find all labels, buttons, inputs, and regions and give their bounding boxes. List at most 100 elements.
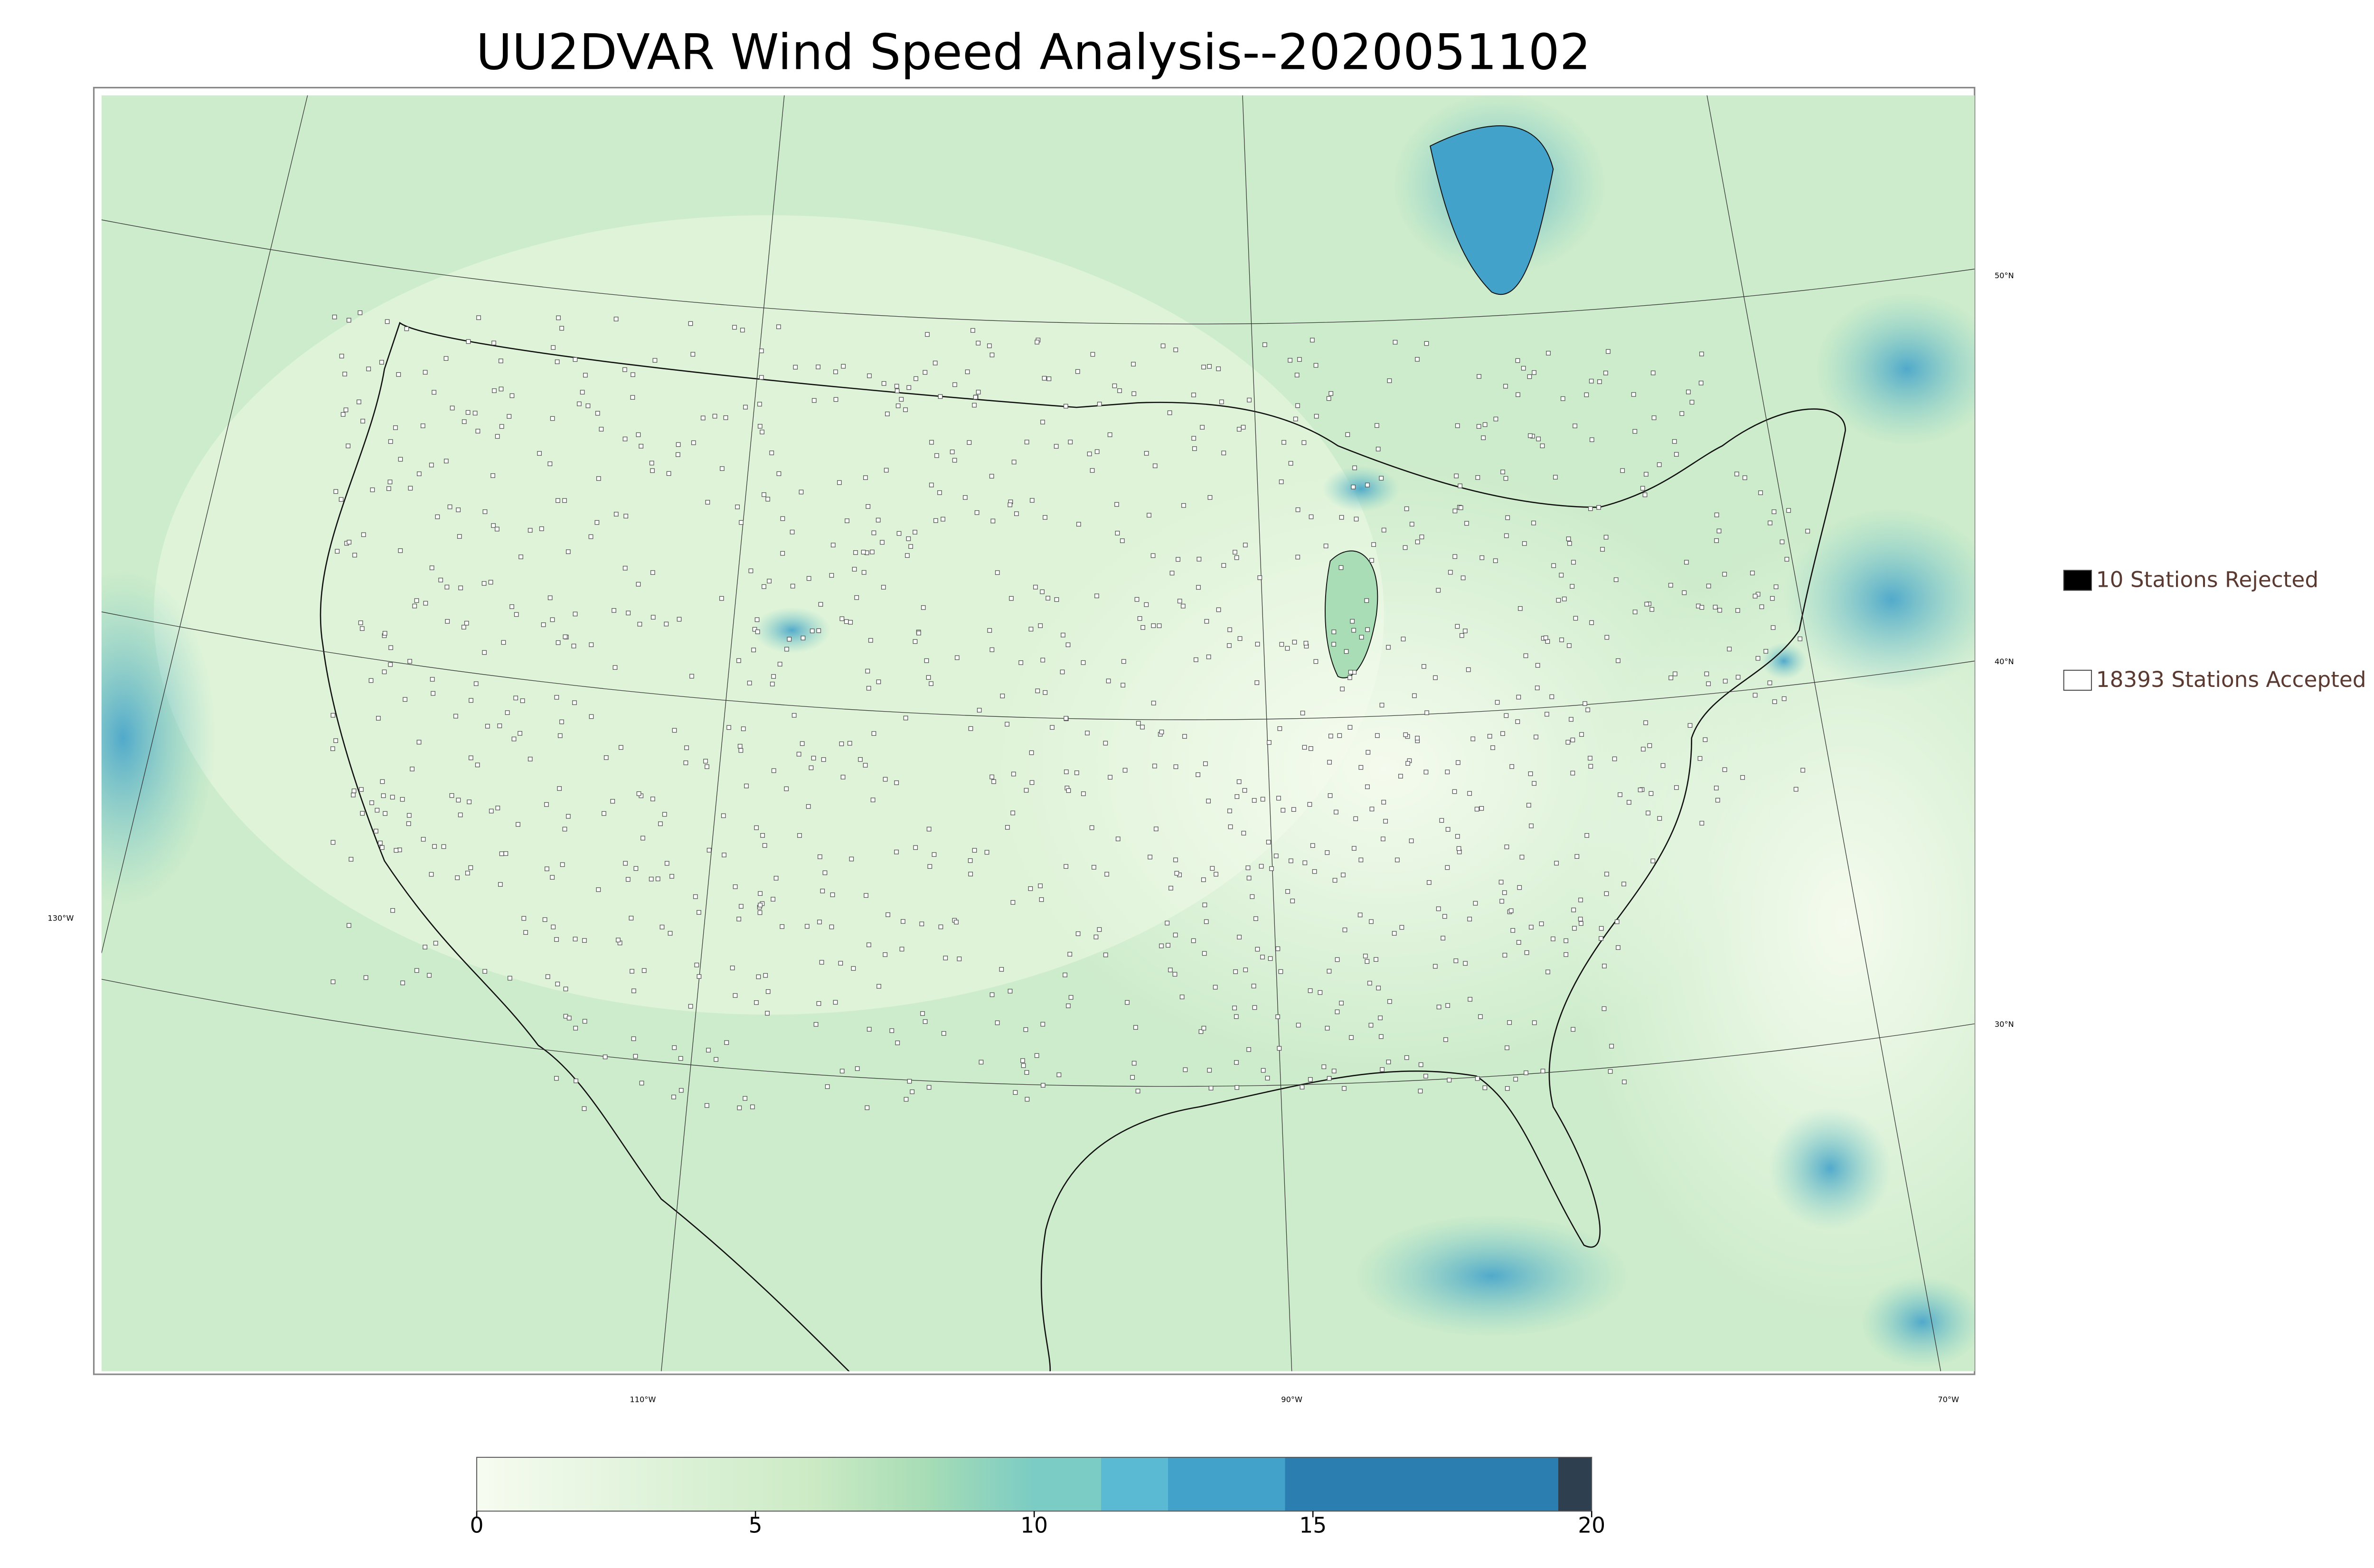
station xyxy=(809,765,814,770)
station xyxy=(970,328,975,333)
station xyxy=(1291,807,1296,812)
station xyxy=(385,319,390,324)
station xyxy=(423,370,428,375)
station xyxy=(1289,858,1293,864)
station xyxy=(610,799,615,804)
station xyxy=(1106,678,1111,684)
station xyxy=(1165,920,1170,926)
station xyxy=(1020,1058,1025,1063)
station xyxy=(333,738,339,743)
station xyxy=(1140,625,1145,630)
station xyxy=(1365,959,1370,964)
station xyxy=(1612,756,1617,761)
station xyxy=(883,952,888,957)
station xyxy=(1475,1076,1480,1081)
station xyxy=(1204,619,1209,624)
station xyxy=(1207,364,1212,369)
station xyxy=(443,459,449,464)
station xyxy=(1021,1063,1026,1068)
station xyxy=(1042,376,1047,381)
station xyxy=(1452,789,1457,794)
station xyxy=(870,798,876,802)
station xyxy=(721,813,726,818)
station xyxy=(406,813,412,818)
station xyxy=(1771,509,1777,514)
station xyxy=(1207,495,1213,500)
station xyxy=(895,403,901,408)
station xyxy=(1649,791,1654,796)
station xyxy=(1657,816,1662,821)
station xyxy=(1698,380,1704,385)
station xyxy=(495,526,499,532)
station xyxy=(952,382,957,387)
station xyxy=(406,821,411,826)
station xyxy=(623,861,628,866)
station xyxy=(1103,741,1108,746)
station xyxy=(333,489,339,494)
station xyxy=(737,1105,742,1110)
station xyxy=(1331,629,1337,634)
station xyxy=(1531,520,1536,526)
station xyxy=(1081,791,1086,796)
station xyxy=(863,763,868,768)
station xyxy=(1192,446,1197,451)
station xyxy=(430,677,435,682)
latitude-label: 40°N xyxy=(1995,657,2014,666)
station xyxy=(1543,635,1548,640)
station xyxy=(780,924,785,929)
station xyxy=(1326,396,1331,401)
station xyxy=(443,356,449,361)
station xyxy=(1458,505,1463,510)
station xyxy=(1798,636,1802,641)
station xyxy=(1398,774,1403,779)
station xyxy=(1347,675,1352,680)
station xyxy=(941,1031,946,1036)
station xyxy=(1600,547,1605,552)
station xyxy=(1277,1046,1282,1051)
station xyxy=(1294,373,1300,377)
station xyxy=(499,424,504,429)
station xyxy=(347,923,351,928)
station xyxy=(726,725,731,730)
station xyxy=(1682,590,1687,595)
station xyxy=(490,473,495,478)
station xyxy=(1632,429,1638,434)
station xyxy=(1281,807,1286,813)
station xyxy=(438,577,443,582)
station xyxy=(732,325,737,330)
station xyxy=(1358,765,1364,770)
station xyxy=(1085,731,1090,735)
station xyxy=(1534,734,1538,740)
station xyxy=(1068,440,1073,444)
station xyxy=(1529,925,1534,930)
station xyxy=(672,728,677,733)
station xyxy=(1502,890,1507,895)
station xyxy=(901,919,905,924)
station xyxy=(806,576,811,581)
station xyxy=(1445,1003,1450,1008)
station xyxy=(1202,902,1207,908)
station xyxy=(776,471,782,476)
station xyxy=(816,628,821,633)
station xyxy=(676,442,681,447)
station xyxy=(678,1088,684,1093)
station xyxy=(1169,571,1175,576)
meridian xyxy=(1242,95,1292,1371)
station xyxy=(1293,416,1298,422)
station xyxy=(1342,927,1347,932)
station xyxy=(1493,558,1498,563)
station xyxy=(361,532,366,537)
station xyxy=(1672,439,1677,444)
station xyxy=(550,617,555,622)
station xyxy=(1375,423,1379,428)
station xyxy=(360,419,365,423)
station xyxy=(1279,479,1284,484)
station xyxy=(1242,788,1247,793)
station xyxy=(739,904,744,909)
station xyxy=(1310,843,1315,848)
station xyxy=(1103,952,1108,958)
station xyxy=(1008,988,1013,994)
station xyxy=(839,741,844,746)
station xyxy=(1327,760,1332,765)
station xyxy=(851,966,856,971)
